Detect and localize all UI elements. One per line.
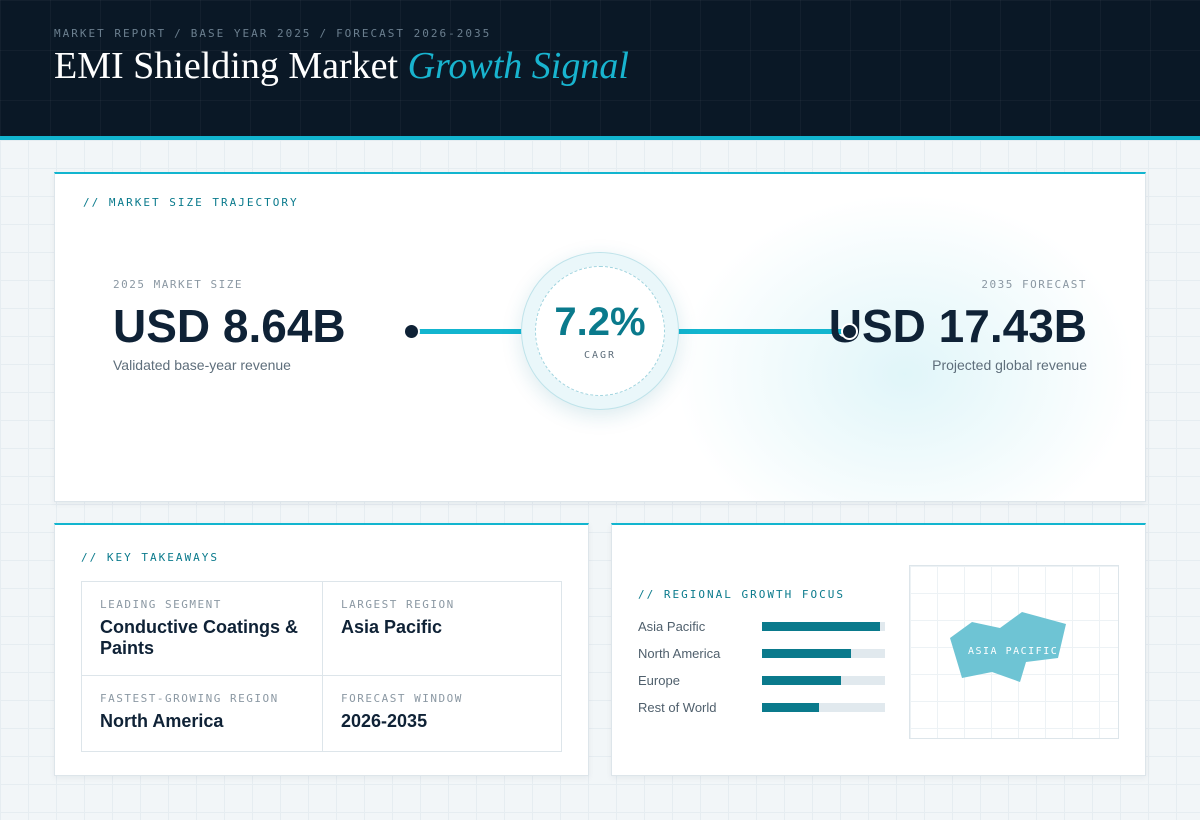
key-takeaways-card: // KEY TAKEAWAYS LEADING SEGMENT Conduct… <box>54 523 589 776</box>
base-year-dot <box>403 323 420 340</box>
takeaway-leading-segment: LEADING SEGMENT Conductive Coatings & Pa… <box>82 582 322 675</box>
region-bar-fill <box>762 622 881 631</box>
takeaway-label: LARGEST REGION <box>341 598 455 611</box>
takeaway-fastest-growing-region: FASTEST-GROWING REGION North America <box>82 675 322 751</box>
base-year-description: Validated base-year revenue <box>113 357 291 373</box>
breadcrumb-separator: / <box>174 27 183 40</box>
breadcrumb-item: BASE YEAR 2025 <box>190 27 312 40</box>
regional-section-label: // REGIONAL GROWTH FOCUS <box>638 588 845 601</box>
takeaway-value: Conductive Coatings & Paints <box>100 617 299 658</box>
region-bar-track <box>762 649 885 658</box>
takeaway-label: FORECAST WINDOW <box>341 692 463 705</box>
region-bar-fill <box>762 649 851 658</box>
takeaway-label: FASTEST-GROWING REGION <box>100 692 279 705</box>
report-header: MARKET REPORT / BASE YEAR 2025 / FORECAST 20… <box>0 0 1200 140</box>
takeaways-section-label: // KEY TAKEAWAYS <box>81 551 219 564</box>
region-bar-row: Asia Pacific <box>638 617 888 644</box>
region-name: Europe <box>638 673 680 688</box>
cagr-badge-inner: 7.2% CAGR <box>535 266 665 396</box>
forecast-stat: 2035 FORECAST USD 17.43B Projected globa… <box>829 278 1087 373</box>
breadcrumb-item: MARKET REPORT <box>54 27 167 40</box>
takeaway-value: Asia Pacific <box>341 617 443 637</box>
forecast-description: Projected global revenue <box>932 357 1087 373</box>
trajectory-section-label: // MARKET SIZE TRAJECTORY <box>83 196 299 209</box>
regional-growth-card: // REGIONAL GROWTH FOCUS Asia Pacific No… <box>611 523 1146 776</box>
breadcrumb-item: FORECAST 2026-2035 <box>336 27 492 40</box>
page-title-main: EMI Shielding Market <box>54 45 399 87</box>
region-map: ASIA PACIFIC <box>909 565 1119 739</box>
breadcrumb: MARKET REPORT / BASE YEAR 2025 / FORECAST 20… <box>54 27 491 40</box>
region-bar-track <box>762 622 885 631</box>
region-bar-row: Rest of World <box>638 698 888 725</box>
forecast-value: USD 17.43B <box>828 300 1087 352</box>
region-name: Asia Pacific <box>638 619 706 634</box>
base-year-stat: 2025 MARKET SIZE USD 8.64B Validated bas… <box>113 278 346 373</box>
region-bar-row: Europe <box>638 671 888 698</box>
takeaway-value: 2026-2035 <box>341 711 428 731</box>
breadcrumb-separator: / <box>319 27 329 40</box>
asia-pacific-map-icon <box>950 612 1066 682</box>
cagr-label: CAGR <box>583 350 617 361</box>
region-name: North America <box>638 646 721 661</box>
asia-pacific-shape <box>950 612 1066 682</box>
takeaway-value: North America <box>100 711 224 731</box>
region-bar-track <box>762 676 885 685</box>
cagr-value: 7.2% <box>554 300 646 344</box>
forecast-label: 2035 FORECAST <box>981 278 1087 291</box>
takeaway-largest-region: LARGEST REGION Asia Pacific <box>322 582 561 675</box>
region-bar-row: North America <box>638 644 888 671</box>
takeaway-forecast-window: FORECAST WINDOW 2026-2035 <box>322 675 561 751</box>
cagr-badge: 7.2% CAGR <box>521 252 679 410</box>
region-bar-fill <box>762 676 841 685</box>
region-bar-fill <box>762 703 819 712</box>
map-region-label: ASIA PACIFIC <box>968 646 1059 657</box>
region-name: Rest of World <box>638 700 717 715</box>
region-bar-list: Asia Pacific North America Europe Rest o… <box>638 617 888 725</box>
takeaways-grid: LEADING SEGMENT Conductive Coatings & Pa… <box>81 581 562 752</box>
forecast-dot <box>841 323 858 340</box>
region-bar-track <box>762 703 885 712</box>
market-size-trajectory-card: // MARKET SIZE TRAJECTORY 2025 MARKET SI… <box>54 172 1146 502</box>
takeaway-label: LEADING SEGMENT <box>100 598 222 611</box>
page-title-accent: Growth Signal <box>407 45 629 87</box>
page-title: EMI Shielding Market Growth Signal <box>54 44 629 88</box>
base-year-label: 2025 MARKET SIZE <box>113 278 243 291</box>
base-year-value: USD 8.64B <box>113 300 346 352</box>
forecast-glow <box>675 194 1135 501</box>
